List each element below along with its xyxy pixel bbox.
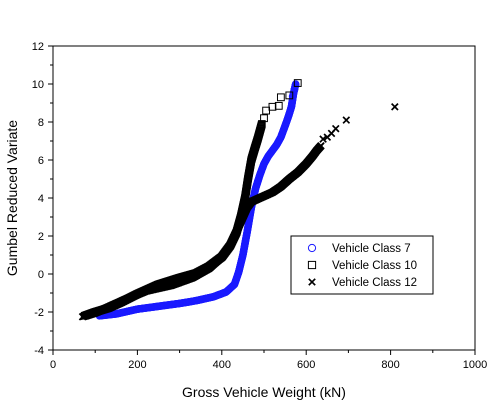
data-point — [293, 79, 302, 87]
legend-marker — [308, 278, 316, 286]
x-tick-label: 600 — [297, 359, 315, 371]
data-point — [260, 114, 268, 123]
y-tick-label: 10 — [32, 79, 44, 91]
x-tick-label: 800 — [381, 359, 399, 371]
y-tick-label: 2 — [38, 231, 44, 243]
data-point — [268, 102, 277, 111]
y-tick-label: -4 — [34, 345, 44, 357]
legend-marker — [307, 243, 317, 253]
y-tick-label: 12 — [32, 41, 44, 53]
data-point — [331, 124, 340, 133]
y-tick-label: -2 — [34, 307, 44, 319]
x-tick-label: 0 — [50, 359, 56, 371]
series-2 — [80, 79, 302, 320]
y-tick-label: 0 — [38, 269, 44, 281]
data-point — [342, 116, 351, 124]
legend-label: Vehicle Class 12 — [332, 277, 417, 289]
legend-label: Vehicle Class 10 — [332, 260, 417, 272]
legend: Vehicle Class 7 Vehicle Class 10 Vehicle C… — [290, 235, 434, 295]
data-point — [317, 141, 325, 150]
data-point — [291, 81, 300, 89]
data-point — [276, 93, 285, 102]
y-tick-label: 8 — [38, 117, 44, 129]
legend-marker — [307, 260, 317, 270]
data-point — [274, 101, 283, 110]
series-1 — [95, 80, 300, 320]
axis-ticks: 0 200 400 600 800 1000 -4 -2 0 2 4 6 8 10 12 — [32, 41, 487, 371]
data-marks — [78, 79, 399, 321]
y-axis-title: Gumbel Reduced Variate — [4, 120, 20, 276]
data-point — [285, 91, 294, 100]
x-tick-label: 200 — [128, 359, 146, 371]
data-point — [258, 120, 266, 128]
x-axis-title: Gross Vehicle Weight (kN) — [182, 384, 346, 400]
series-3 — [78, 102, 399, 321]
data-point — [391, 102, 399, 111]
data-point — [319, 135, 327, 143]
x-tick-label: 1000 — [463, 359, 487, 371]
x-tick-label: 400 — [213, 359, 231, 371]
legend-label: Vehicle Class 7 — [332, 243, 411, 255]
y-tick-label: 4 — [38, 193, 44, 205]
data-point — [262, 106, 271, 115]
y-tick-label: 6 — [38, 155, 44, 167]
